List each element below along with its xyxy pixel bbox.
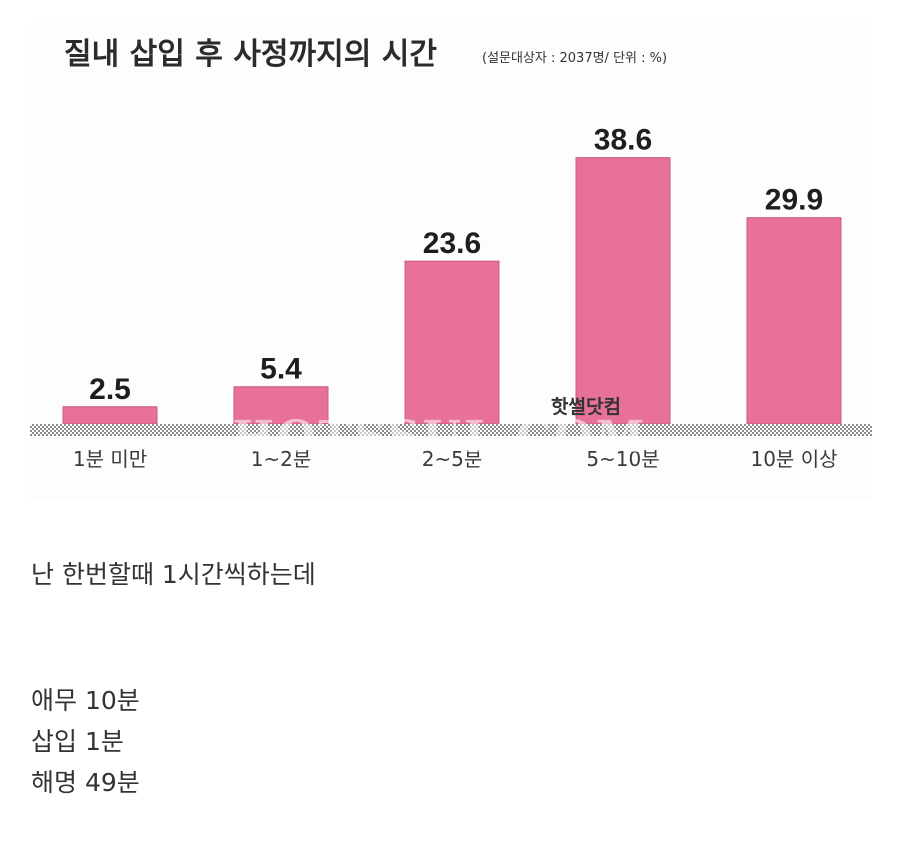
- watermark-large: HOTSSUL.COM: [233, 412, 648, 463]
- x-tick-label-1: 1분 미만: [73, 447, 147, 471]
- bar-4: [575, 157, 671, 425]
- chart-area: 질내 삽입 후 사정까지의 시간 (설문대상자 : 2037명/ 단위 : %)…: [30, 37, 872, 471]
- value-label-5: 29.9: [765, 184, 823, 217]
- x-axis-baseline: [30, 424, 872, 436]
- bar-2: [233, 386, 329, 425]
- bar-3: [404, 260, 500, 425]
- caption-line-4: 해명 49분: [31, 768, 140, 797]
- chart-title: 질내 삽입 후 사정까지의 시간: [64, 37, 437, 72]
- bar-5: [746, 217, 842, 425]
- caption-line-1: 난 한번할때 1시간씩하는데: [31, 560, 316, 589]
- caption-line-3: 삽입 1분: [31, 727, 124, 756]
- tick-labels-group: 1분 미만 1~2분 2~5분 5~10분 10분 이상: [73, 447, 838, 471]
- bar-chart: 질내 삽입 후 사정까지의 시간 (설문대상자 : 2037명/ 단위 : %)…: [30, 37, 872, 471]
- value-label-4: 38.6: [594, 124, 652, 157]
- chart-subtitle: (설문대상자 : 2037명/ 단위 : %): [482, 51, 667, 66]
- watermark-small: 핫썰닷컴: [551, 396, 621, 418]
- bar-1: [62, 406, 158, 425]
- bars-group: 2.5 5.4 23.6 38.6 29.9: [62, 124, 842, 425]
- value-label-2: 5.4: [260, 353, 302, 386]
- value-label-3: 23.6: [423, 227, 481, 260]
- value-label-1: 2.5: [89, 373, 131, 406]
- caption-line-2: 애무 10분: [31, 686, 140, 715]
- x-tick-label-4: 5~10분: [586, 447, 659, 471]
- x-tick-label-2: 1~2분: [251, 447, 312, 471]
- x-tick-label-5: 10분 이상: [750, 447, 837, 471]
- x-tick-label-3: 2~5분: [422, 447, 483, 471]
